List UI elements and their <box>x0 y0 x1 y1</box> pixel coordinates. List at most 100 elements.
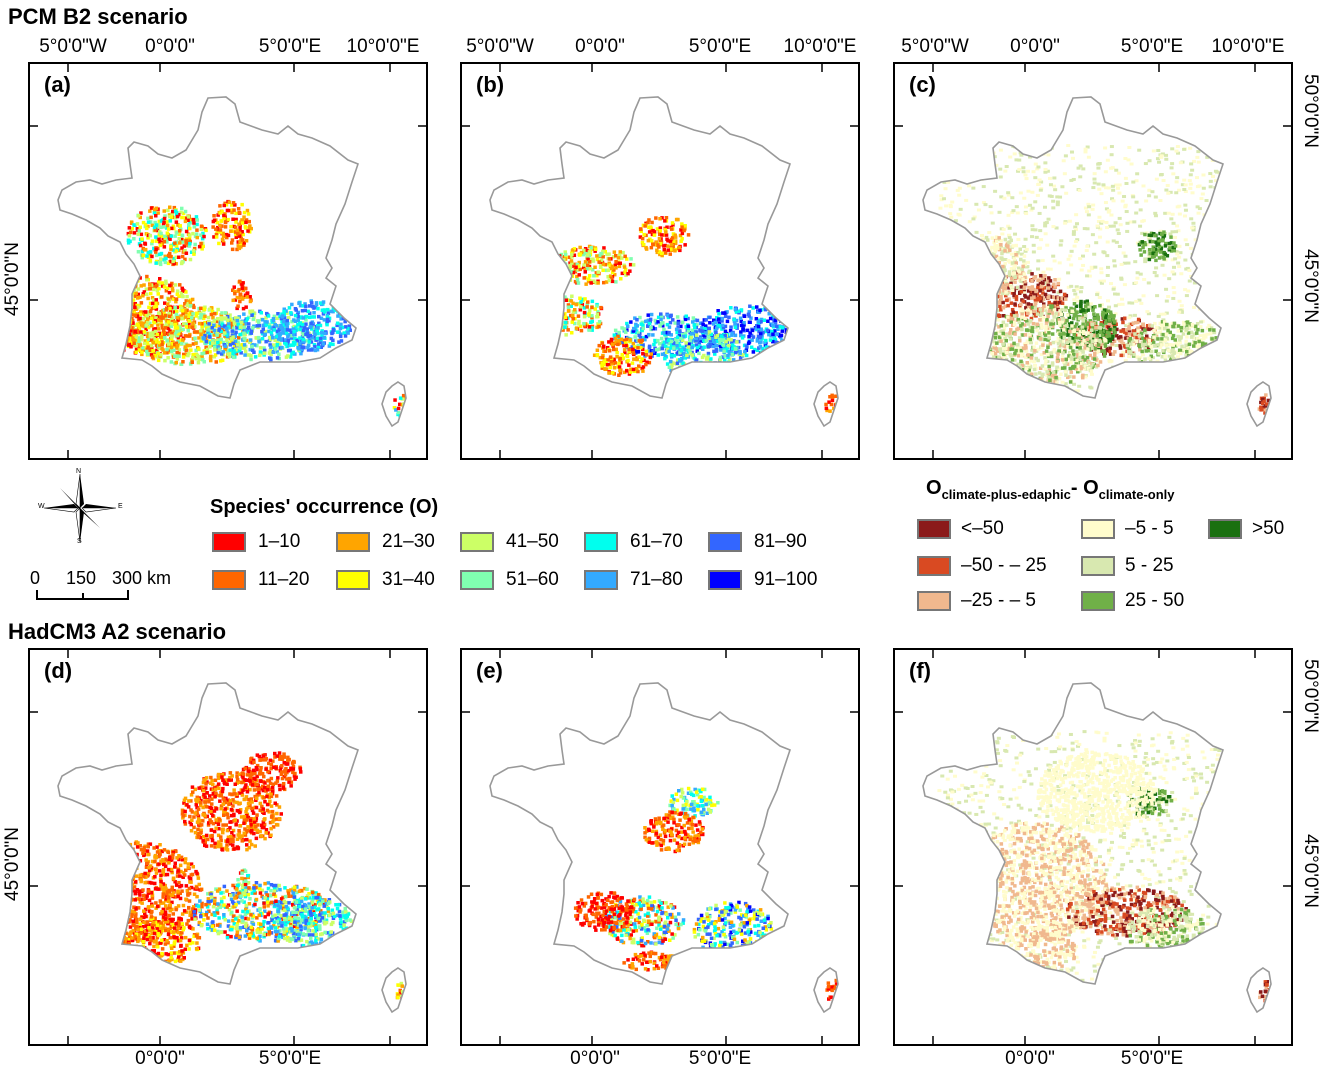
raster-cell <box>120 335 124 339</box>
distribution-raster <box>543 216 838 419</box>
raster-cell <box>1113 221 1118 225</box>
raster-cell <box>1111 224 1116 228</box>
raster-cell <box>1163 211 1168 215</box>
raster-cell <box>260 332 265 336</box>
raster-cell <box>1196 365 1201 369</box>
raster-cell <box>1083 306 1088 310</box>
raster-cell <box>95 335 100 339</box>
raster-cell <box>614 254 618 258</box>
raster-cell <box>704 357 709 361</box>
raster-cell <box>108 336 112 340</box>
raster-cell <box>728 350 732 355</box>
raster-cell <box>106 318 111 322</box>
raster-cell <box>1030 206 1035 210</box>
raster-cell <box>673 370 678 374</box>
raster-cell <box>960 413 965 417</box>
raster-cell <box>558 306 562 310</box>
raster-cell <box>1155 359 1160 363</box>
raster-cell <box>950 200 955 204</box>
raster-cell <box>1036 183 1041 187</box>
raster-cell <box>102 320 106 325</box>
raster-cell <box>233 344 237 348</box>
raster-cell <box>564 298 568 302</box>
raster-cell <box>672 354 677 358</box>
raster-cell <box>1191 221 1196 225</box>
raster-cell <box>148 233 152 238</box>
raster-cell <box>571 301 575 306</box>
raster-cell <box>744 353 749 358</box>
raster-cell <box>593 307 597 311</box>
raster-cell <box>1113 304 1118 308</box>
raster-cell <box>119 300 124 305</box>
raster-cell <box>154 235 158 239</box>
raster-cell <box>307 336 311 341</box>
raster-cell <box>1127 355 1132 359</box>
raster-cell <box>189 304 193 308</box>
raster-cell <box>168 251 172 256</box>
raster-cell <box>1222 372 1227 376</box>
raster-cell <box>658 342 662 346</box>
raster-cell <box>601 345 606 349</box>
raster-cell <box>296 314 300 319</box>
raster-cell <box>125 285 130 290</box>
raster-cell <box>700 355 705 360</box>
raster-cell <box>114 295 118 299</box>
raster-cell <box>752 347 757 352</box>
raster-cell <box>298 341 302 346</box>
raster-cell <box>232 355 236 360</box>
raster-cell <box>1186 421 1191 425</box>
raster-cell <box>592 274 596 278</box>
raster-cell <box>950 253 955 257</box>
raster-cell <box>173 306 177 310</box>
raster-cell <box>563 295 567 299</box>
raster-cell <box>723 371 727 375</box>
raster-cell <box>1147 159 1152 163</box>
raster-cell <box>1225 328 1230 332</box>
raster-cell <box>730 352 735 357</box>
raster-cell <box>139 310 143 314</box>
raster-cell <box>1134 281 1139 285</box>
raster-cell <box>649 245 654 250</box>
raster-cell <box>198 329 203 333</box>
raster-cell <box>1086 213 1091 217</box>
raster-cell <box>184 290 188 294</box>
raster-cell <box>288 355 293 359</box>
raster-cell <box>725 310 729 314</box>
raster-cell <box>131 321 135 325</box>
raster-cell <box>304 318 308 322</box>
raster-cell <box>113 294 117 299</box>
raster-cell <box>286 341 290 345</box>
raster-cell <box>636 346 640 350</box>
raster-cell <box>566 305 571 309</box>
raster-cell <box>95 314 100 319</box>
raster-cell <box>1153 195 1158 199</box>
raster-cell <box>583 251 588 256</box>
raster-cell <box>768 338 773 342</box>
raster-cell <box>953 260 958 264</box>
raster-cell <box>679 239 683 243</box>
raster-cell <box>183 249 187 253</box>
map-panel-c: (c) <box>893 62 1293 460</box>
raster-cell <box>108 309 112 313</box>
raster-cell <box>611 255 616 259</box>
raster-cell <box>289 330 293 335</box>
raster-cell <box>194 215 199 219</box>
raster-cell <box>662 233 666 237</box>
raster-cell <box>255 343 259 348</box>
raster-cell <box>588 257 593 262</box>
raster-cell <box>190 325 195 330</box>
raster-cell <box>182 244 186 248</box>
raster-cell <box>198 354 202 359</box>
raster-cell <box>1183 419 1188 423</box>
raster-cell <box>113 297 118 302</box>
raster-cell <box>974 202 979 206</box>
raster-cell <box>939 305 944 309</box>
raster-cell <box>123 307 127 311</box>
raster-cell <box>1057 345 1062 349</box>
raster-cell <box>578 267 582 272</box>
raster-cell <box>219 219 223 223</box>
raster-cell <box>967 286 972 290</box>
raster-cell <box>667 349 671 354</box>
raster-cell <box>993 189 998 193</box>
raster-cell <box>1116 423 1121 426</box>
